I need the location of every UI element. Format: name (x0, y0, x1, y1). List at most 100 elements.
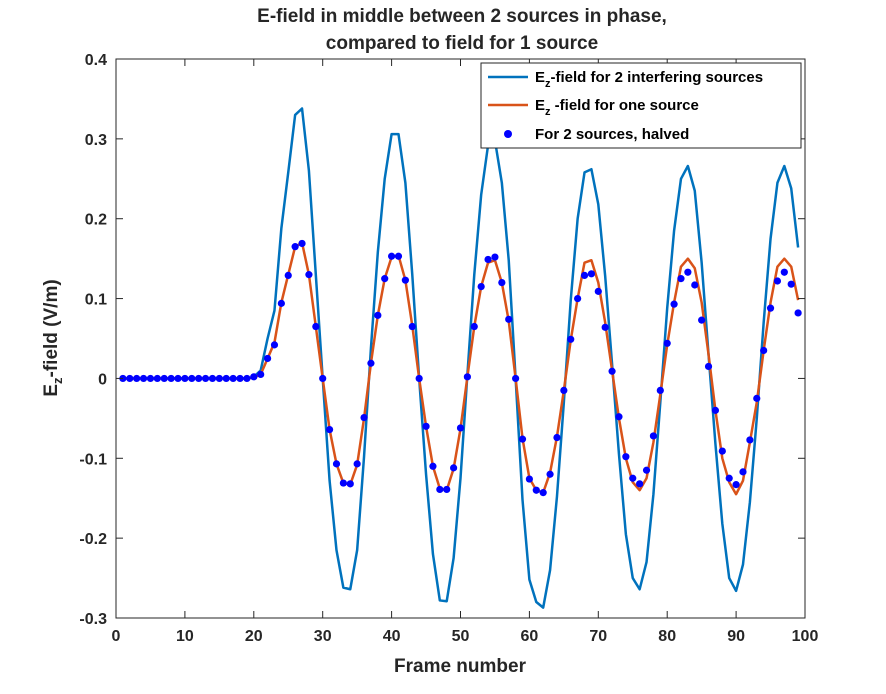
data-point (429, 462, 437, 470)
data-point (167, 374, 175, 383)
plot-area (116, 59, 805, 618)
data-point (532, 486, 540, 494)
x-axis-ticks: 0 10 20 30 40 50 60 70 80 90 100 (112, 59, 818, 645)
data-point (553, 433, 561, 442)
data-point (181, 374, 189, 383)
data-point (422, 422, 430, 430)
data-point (760, 346, 768, 355)
data-point (312, 322, 320, 331)
data-point (188, 374, 196, 383)
data-point (594, 287, 602, 295)
data-point (222, 374, 230, 383)
data-point (160, 374, 168, 383)
x-tick-label: 10 (176, 628, 194, 645)
y-axis-label-sub: z (50, 377, 65, 384)
data-point (243, 374, 251, 383)
x-tick-label: 40 (383, 628, 401, 645)
data-point (195, 374, 203, 383)
data-point (649, 432, 658, 440)
y-tick-label: -0.1 (79, 451, 107, 468)
data-point (236, 374, 244, 383)
data-point (436, 485, 444, 494)
chart-title-line-2: compared to field for 1 source (326, 33, 598, 54)
data-point (339, 479, 347, 487)
y-tick-label: -0.3 (79, 611, 107, 628)
data-point (780, 268, 788, 276)
data-point (636, 480, 644, 488)
data-point (153, 374, 161, 383)
data-point (401, 276, 409, 284)
legend-label-one-source: Ez -field for one source (535, 97, 699, 118)
data-point (498, 279, 506, 287)
data-point (250, 373, 258, 381)
legend-box (480, 62, 802, 149)
data-point (305, 271, 313, 279)
data-point (691, 281, 699, 289)
data-point (698, 316, 706, 324)
data-point (208, 374, 217, 383)
data-point (704, 362, 713, 371)
data-point (277, 299, 285, 307)
data-point (512, 374, 520, 383)
y-tick-label: 0.3 (85, 132, 107, 149)
data-point (201, 374, 210, 383)
data-point (615, 413, 623, 421)
data-point (484, 255, 492, 264)
data-point (381, 275, 389, 283)
data-point (291, 243, 299, 251)
data-point (367, 359, 375, 367)
x-tick-label: 80 (658, 628, 676, 645)
x-tick-label: 30 (314, 628, 332, 645)
data-point (622, 453, 630, 461)
data-point (229, 374, 237, 383)
legend-label-halved: For 2 sources, halved (535, 126, 689, 143)
data-point (325, 425, 334, 434)
data-point (663, 339, 671, 347)
data-point (766, 304, 775, 312)
chart-title-line-1: E-field in middle between 2 sources in p… (257, 6, 667, 27)
data-point (539, 489, 547, 497)
data-point (718, 447, 726, 455)
y-axis-ticks: 0.4 0.3 0.2 0.1 0 -0.1 -0.2 -0.3 (79, 52, 805, 628)
data-point (215, 374, 223, 383)
data-point (463, 373, 471, 381)
data-point (525, 475, 534, 483)
data-point (546, 470, 554, 478)
data-point (746, 436, 754, 444)
data-point (560, 386, 568, 395)
data-point (684, 268, 692, 276)
data-point (642, 466, 651, 474)
data-point (567, 335, 575, 343)
data-point (677, 275, 685, 283)
data-point (670, 300, 678, 308)
data-point (601, 323, 609, 331)
data-point (353, 460, 361, 468)
data-point (629, 474, 637, 482)
data-point (739, 468, 747, 476)
y-tick-label: 0.1 (85, 292, 107, 309)
y-axis-label-main: E (41, 384, 62, 397)
data-point (394, 252, 403, 260)
legend-marker-halved (504, 130, 512, 138)
data-point (174, 374, 182, 383)
x-tick-label: 20 (245, 628, 263, 645)
data-point (470, 322, 478, 331)
data-point (374, 311, 382, 319)
data-point (126, 374, 134, 383)
data-point (456, 424, 465, 432)
y-tick-label: -0.2 (79, 531, 107, 548)
legend: Ez-field for 2 interfering sources Ez -f… (480, 62, 802, 149)
data-point (133, 374, 141, 383)
data-point (477, 282, 485, 291)
data-point (656, 386, 664, 395)
data-point (388, 252, 396, 260)
data-point (408, 322, 416, 331)
y-axis-label: Ez-field (V/m) (41, 279, 65, 396)
data-point (725, 474, 733, 482)
data-point (580, 271, 589, 280)
y-axis-label-rest: -field (V/m) (41, 279, 62, 377)
data-point (608, 367, 616, 375)
x-tick-label: 0 (112, 628, 121, 645)
data-point (332, 460, 341, 468)
